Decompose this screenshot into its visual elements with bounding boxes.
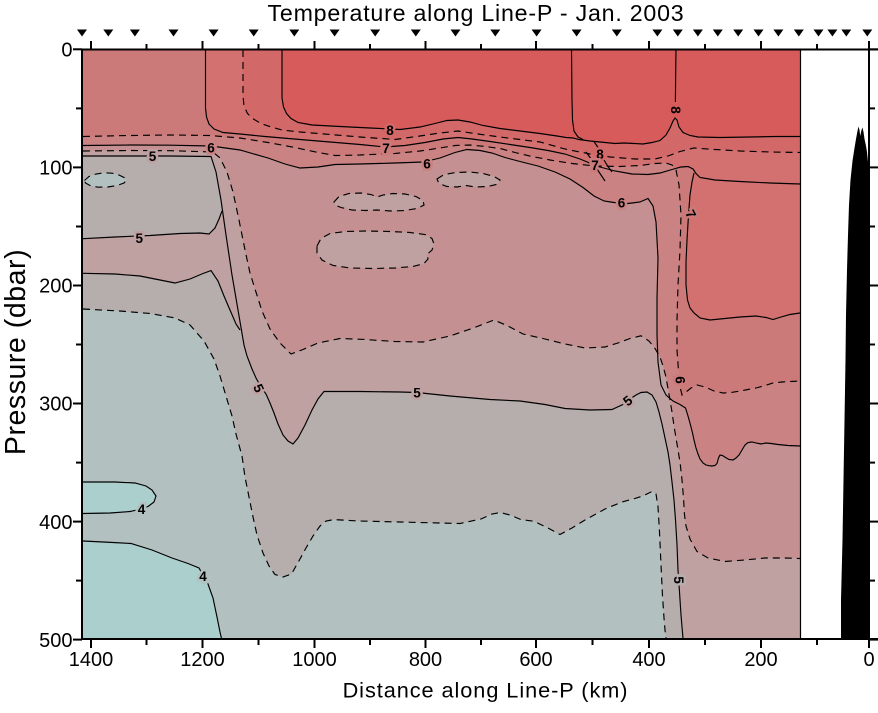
svg-text:8: 8	[668, 106, 683, 114]
svg-text:6: 6	[618, 196, 626, 211]
svg-text:0: 0	[863, 649, 874, 671]
svg-text:6: 6	[673, 376, 688, 384]
svg-text:Pressure (dbar): Pressure (dbar)	[0, 249, 32, 455]
svg-text:100: 100	[39, 158, 72, 180]
svg-text:5: 5	[136, 231, 144, 246]
svg-text:8: 8	[386, 123, 394, 138]
svg-text:1200: 1200	[180, 649, 225, 671]
svg-text:400: 400	[39, 512, 72, 534]
svg-text:6: 6	[423, 157, 431, 172]
svg-text:500: 500	[39, 630, 72, 652]
svg-text:Distance along Line-P (km): Distance along Line-P (km)	[343, 678, 629, 703]
svg-text:8: 8	[596, 147, 604, 162]
svg-text:5: 5	[413, 386, 421, 401]
svg-text:600: 600	[519, 649, 552, 671]
svg-text:200: 200	[39, 276, 72, 298]
svg-text:0: 0	[61, 40, 72, 62]
svg-text:300: 300	[39, 394, 72, 416]
svg-text:1400: 1400	[69, 649, 114, 671]
svg-text:5: 5	[671, 576, 686, 584]
svg-text:1000: 1000	[292, 649, 337, 671]
svg-text:5: 5	[149, 149, 157, 164]
svg-text:Temperature along Line-P - Jan: Temperature along Line-P - Jan. 2003	[268, 0, 685, 26]
svg-text:200: 200	[744, 649, 777, 671]
svg-text:4: 4	[199, 569, 207, 584]
svg-text:4: 4	[138, 502, 146, 517]
svg-text:400: 400	[632, 649, 665, 671]
svg-text:800: 800	[409, 649, 442, 671]
svg-text:7: 7	[382, 141, 390, 156]
svg-text:7: 7	[591, 158, 599, 173]
svg-text:6: 6	[207, 141, 215, 156]
